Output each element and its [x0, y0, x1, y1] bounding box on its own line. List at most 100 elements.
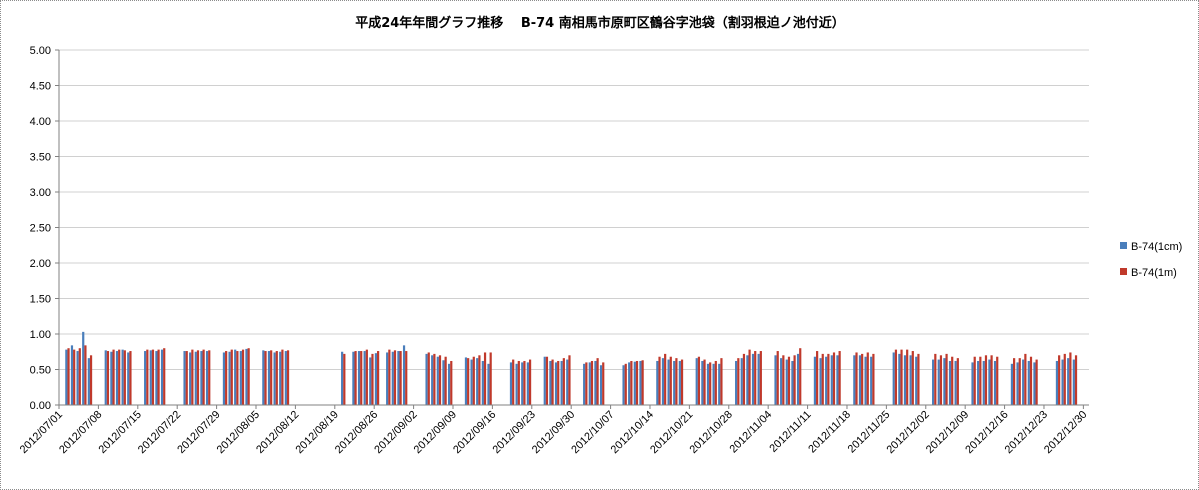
bar-series1 — [464, 357, 468, 405]
bar-series1 — [667, 359, 670, 405]
bar-series1 — [633, 361, 636, 405]
bar-series2 — [393, 350, 397, 405]
bar-series2 — [816, 351, 819, 405]
bars-group — [65, 331, 1078, 405]
bar-series1 — [791, 360, 794, 405]
bar-series2 — [247, 348, 250, 405]
bar-series1 — [352, 351, 355, 405]
bar-series2 — [596, 358, 599, 405]
x-tick-label: 2012/10/28 — [687, 409, 734, 456]
bar-series2 — [709, 362, 712, 405]
bar-series1 — [583, 363, 586, 405]
bar-series1 — [982, 360, 985, 405]
bar-series2 — [388, 349, 391, 405]
bar-series2 — [748, 349, 751, 405]
bar-series1 — [70, 345, 74, 405]
bar-series2 — [467, 358, 470, 405]
bar-series2 — [703, 359, 706, 405]
bar-series2 — [84, 345, 87, 405]
bar-series1 — [436, 356, 439, 405]
bar-series1 — [718, 363, 721, 405]
bar-series1 — [712, 363, 715, 405]
bar-series1 — [971, 362, 974, 405]
bar-series2 — [483, 352, 487, 405]
bar-series1 — [622, 365, 625, 405]
bar-series1 — [509, 362, 513, 405]
bar-series2 — [236, 351, 239, 405]
y-tick-label: 2.00 — [30, 258, 51, 270]
bar-series2 — [866, 352, 869, 405]
bar-series1 — [780, 358, 783, 405]
legend-swatch — [1120, 242, 1127, 249]
bar-series2 — [365, 349, 368, 405]
bar-series1 — [594, 360, 597, 405]
bar-series1 — [813, 356, 817, 405]
bar-series1 — [189, 352, 192, 405]
bar-series1 — [628, 362, 631, 405]
bar-series2 — [427, 352, 430, 405]
bar-series1 — [487, 363, 490, 405]
bar-series1 — [948, 360, 952, 405]
bar-series2 — [664, 353, 667, 405]
bar-series2 — [776, 351, 779, 405]
bar-series2 — [478, 355, 481, 405]
bar-series1 — [1067, 358, 1070, 405]
bar-series1 — [155, 351, 158, 405]
bar-series1 — [830, 355, 833, 405]
bar-series1 — [279, 351, 282, 405]
bar-series2 — [799, 348, 802, 405]
bar-series1 — [363, 351, 366, 405]
bar-series1 — [858, 355, 862, 405]
bar-series2 — [872, 353, 875, 405]
bar-series2 — [669, 356, 672, 405]
bar-series1 — [149, 350, 152, 405]
bar-series1 — [515, 363, 518, 405]
bar-series2 — [523, 360, 526, 405]
bar-series1 — [228, 351, 231, 405]
bar-series2 — [894, 349, 898, 405]
bar-series1 — [267, 351, 271, 405]
bar-series1 — [735, 360, 738, 405]
bar-series2 — [129, 351, 132, 405]
bar-series2 — [568, 355, 571, 405]
bar-series1 — [785, 359, 788, 405]
bar-series1 — [470, 359, 473, 405]
bar-series2 — [720, 358, 723, 405]
bar-series2 — [737, 358, 740, 405]
bar-series1 — [239, 351, 242, 405]
bar-series2 — [517, 360, 520, 405]
bar-series1 — [65, 349, 68, 405]
bar-series1 — [402, 345, 406, 405]
x-tick-label: 2012/12/30 — [1042, 409, 1089, 456]
bar-series1 — [425, 353, 428, 405]
bar-series2 — [343, 353, 346, 405]
bar-series2 — [405, 351, 408, 405]
bar-series2 — [624, 363, 627, 405]
bar-series1 — [954, 360, 957, 405]
bar-series2 — [202, 349, 205, 405]
bar-series1 — [205, 351, 209, 405]
bar-series2 — [602, 362, 605, 405]
bar-series2 — [911, 351, 914, 405]
bar-series1 — [447, 363, 451, 405]
bar-series2 — [208, 350, 211, 405]
bar-series1 — [892, 352, 895, 405]
bar-series2 — [118, 349, 121, 405]
bar-series1 — [284, 351, 287, 405]
bar-series1 — [104, 350, 107, 405]
bar-series2 — [264, 351, 267, 405]
bar-series1 — [1010, 363, 1014, 405]
bar-series2 — [545, 356, 549, 405]
bar-series1 — [1033, 362, 1036, 405]
bar-series1 — [110, 351, 113, 405]
bar-series2 — [742, 353, 746, 405]
bar-series2 — [630, 360, 633, 405]
bar-series2 — [793, 355, 796, 405]
bar-series2 — [241, 349, 245, 405]
bar-series1 — [115, 351, 119, 405]
bar-series1 — [915, 356, 918, 405]
bar-series1 — [82, 331, 85, 405]
bar-series1 — [701, 360, 704, 405]
bar-series2 — [996, 356, 999, 405]
